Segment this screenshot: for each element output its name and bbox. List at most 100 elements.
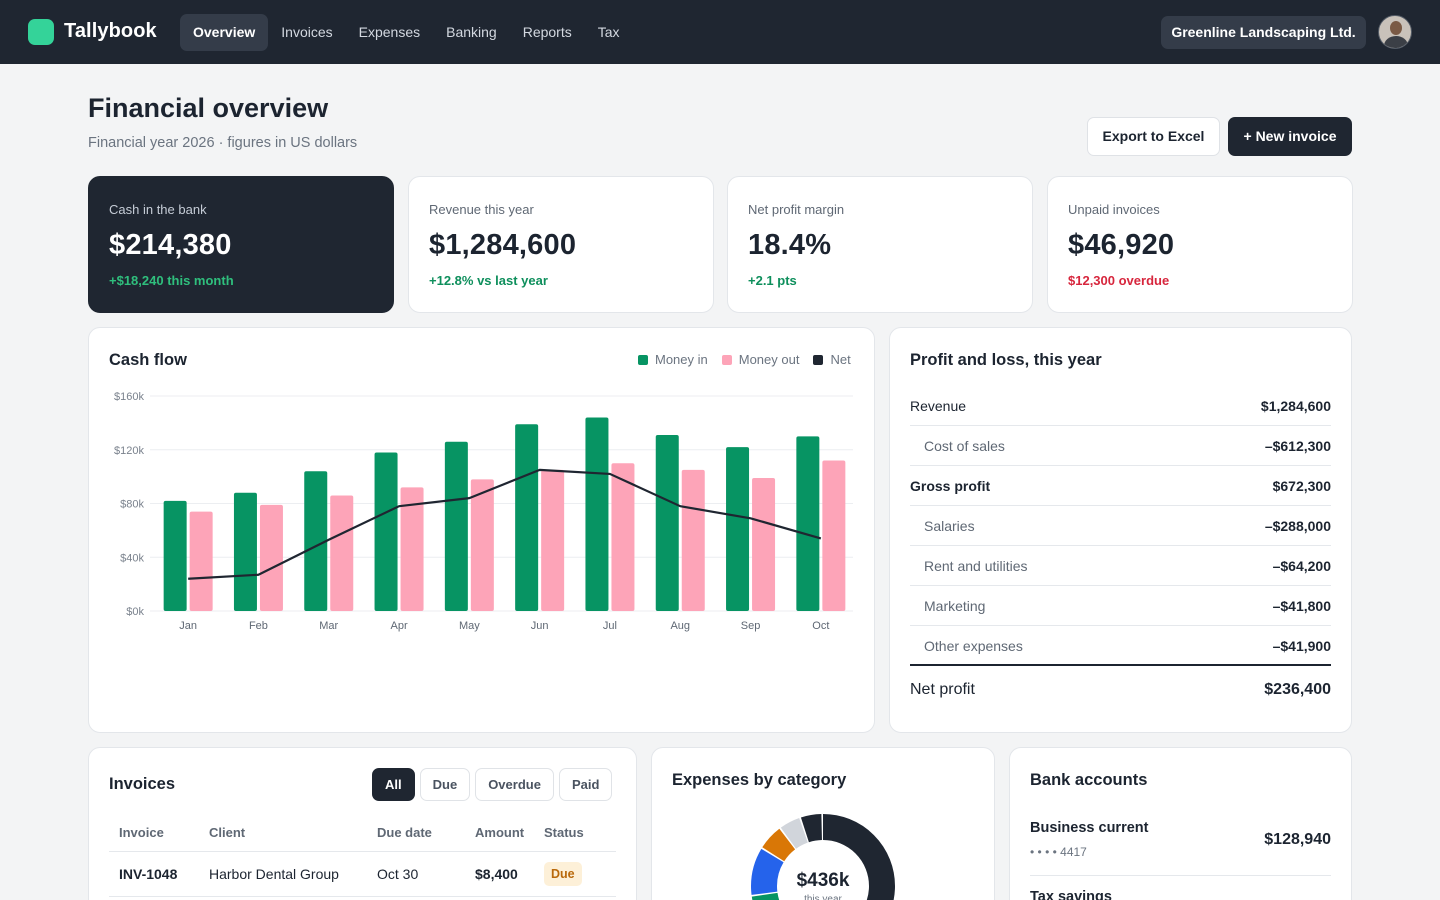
legend-label-money-out: Money out: [738, 352, 800, 367]
bar-money-in[interactable]: [585, 417, 609, 612]
pnl-row: Other expenses –$41,900: [910, 626, 1331, 666]
kpi-card-revenue[interactable]: Revenue this year $1,284,600 +12.8% vs l…: [408, 176, 714, 313]
legend-label-money-in: Money in: [655, 352, 708, 367]
column-header-invoice[interactable]: Invoice: [119, 825, 164, 840]
kpi-card-unpaid[interactable]: Unpaid invoices $46,920 $12,300 overdue: [1047, 176, 1353, 313]
bar-money-out[interactable]: [752, 477, 776, 611]
expenses-donut-chart: $436k this year: [751, 814, 895, 900]
donut-center-caption: this year: [804, 894, 842, 900]
column-header-due-date[interactable]: Due date: [377, 825, 432, 840]
nav-item-reports[interactable]: Reports: [522, 24, 572, 40]
x-tick-label: Aug: [670, 620, 690, 632]
donut-center-value: $436k: [797, 870, 850, 891]
donut-segment[interactable]: [751, 814, 895, 900]
bar-money-in[interactable]: [304, 471, 328, 611]
y-tick-label: $40k: [120, 552, 144, 564]
nav-item-invoices[interactable]: Invoices: [281, 24, 333, 40]
app-name: Tallybook: [64, 20, 157, 42]
filter-all-button[interactable]: All: [372, 768, 415, 801]
kpi-value: $214,380: [109, 229, 232, 261]
column-header-client[interactable]: Client: [209, 825, 246, 840]
bar-money-out[interactable]: [330, 495, 354, 611]
cell-due-date: Oct 30: [377, 866, 419, 882]
kpi-delta: $12,300 overdue: [1068, 273, 1170, 288]
bar-money-out[interactable]: [400, 487, 424, 611]
pnl-row: Marketing –$41,800: [910, 586, 1331, 626]
kpi-card-margin[interactable]: Net profit margin 18.4% +2.1 pts: [727, 176, 1033, 313]
bar-money-out[interactable]: [611, 463, 635, 611]
x-tick-label: Mar: [319, 620, 338, 632]
pnl-row: Cost of sales –$612,300: [910, 426, 1331, 466]
pnl-row: Gross profit $672,300: [910, 466, 1331, 506]
invoices-title: Invoices: [109, 775, 176, 793]
user-avatar[interactable]: [1378, 15, 1412, 49]
bank-divider: [1030, 875, 1331, 876]
bar-money-out[interactable]: [259, 504, 283, 611]
avatar-body-shape: [1384, 36, 1408, 48]
pnl-row-value: –$64,200: [1272, 558, 1331, 574]
invoice-filters: All Due Overdue Paid: [372, 768, 617, 801]
status-badge: Due: [544, 862, 582, 886]
pnl-title: Profit and loss, this year: [910, 351, 1102, 369]
chart-legend: Money in Money out Net: [638, 352, 851, 367]
bar-money-in[interactable]: [655, 434, 679, 611]
cell-amount: $8,400: [475, 866, 518, 882]
pnl-row-label: Cost of sales: [924, 438, 1005, 454]
cell-client: Harbor Dental Group: [209, 866, 339, 882]
bank-title: Bank accounts: [1030, 771, 1148, 789]
nav-item-overview[interactable]: Overview: [180, 14, 269, 51]
new-invoice-button[interactable]: + New invoice: [1228, 117, 1352, 156]
nav-item-banking[interactable]: Banking: [446, 24, 497, 40]
filter-due-button[interactable]: Due: [419, 768, 471, 801]
kpi-value: $1,284,600: [429, 229, 577, 261]
kpi-delta: +12.8% vs last year: [429, 273, 548, 288]
bar-money-out[interactable]: [470, 479, 494, 611]
donut-segment[interactable]: [751, 814, 895, 900]
export-excel-button[interactable]: Export to Excel: [1087, 117, 1220, 156]
x-tick-label: Apr: [390, 620, 407, 632]
bar-money-in[interactable]: [796, 436, 820, 611]
bank-account-number: • • • • 4417: [1030, 845, 1087, 859]
filter-paid-button[interactable]: Paid: [558, 768, 613, 801]
pnl-row-label: Salaries: [924, 518, 975, 534]
nav-item-expenses[interactable]: Expenses: [358, 24, 421, 40]
pnl-row-label: Rent and utilities: [924, 558, 1028, 574]
company-switcher-button[interactable]: Greenline Landscaping Ltd.: [1161, 16, 1366, 49]
bar-money-in[interactable]: [444, 441, 468, 611]
pnl-row-label: Revenue: [910, 398, 967, 414]
cell-invoice-number[interactable]: INV-1048: [119, 866, 178, 882]
bar-money-out[interactable]: [822, 460, 846, 612]
page-title: Financial overview: [88, 93, 329, 123]
bar-money-out[interactable]: [681, 469, 705, 611]
y-tick-label: $0k: [126, 606, 144, 618]
nav-item-tax[interactable]: Tax: [597, 24, 620, 40]
net-line: [188, 468, 822, 580]
filter-overdue-button[interactable]: Overdue: [475, 768, 554, 801]
bar-money-in[interactable]: [726, 447, 750, 611]
legend-swatch-net: [813, 354, 824, 365]
bar-money-in[interactable]: [163, 500, 187, 611]
x-tick-label: Feb: [249, 620, 268, 632]
column-header-status[interactable]: Status: [544, 825, 584, 840]
kpi-value: $46,920: [1068, 229, 1175, 261]
top-nav-bar: Tallybook Overview Invoices Expenses Ban…: [0, 0, 1440, 64]
bar-money-in[interactable]: [515, 424, 539, 611]
pnl-row-value: –$41,800: [1272, 598, 1331, 614]
bank-account-name[interactable]: Business current: [1030, 820, 1149, 836]
pnl-row-value: –$41,900: [1272, 638, 1331, 654]
kpi-delta: +$18,240 this month: [109, 273, 234, 288]
bar-money-in[interactable]: [233, 492, 257, 611]
pnl-total-value: $236,400: [1264, 681, 1331, 698]
kpi-label: Cash in the bank: [109, 202, 207, 217]
bar-money-in[interactable]: [374, 452, 398, 611]
pnl-row-value: –$612,300: [1264, 438, 1331, 454]
pnl-row-value: $672,300: [1272, 478, 1331, 494]
bar-money-out[interactable]: [541, 469, 565, 611]
kpi-card-cash[interactable]: Cash in the bank $214,380 +$18,240 this …: [88, 176, 394, 313]
bar-money-out[interactable]: [189, 511, 213, 611]
bank-account-name[interactable]: Tax savings: [1030, 889, 1112, 900]
cashflow-title: Cash flow: [109, 351, 187, 369]
expenses-title: Expenses by category: [672, 771, 847, 789]
x-tick-label: May: [459, 620, 480, 632]
column-header-amount[interactable]: Amount: [475, 825, 525, 840]
